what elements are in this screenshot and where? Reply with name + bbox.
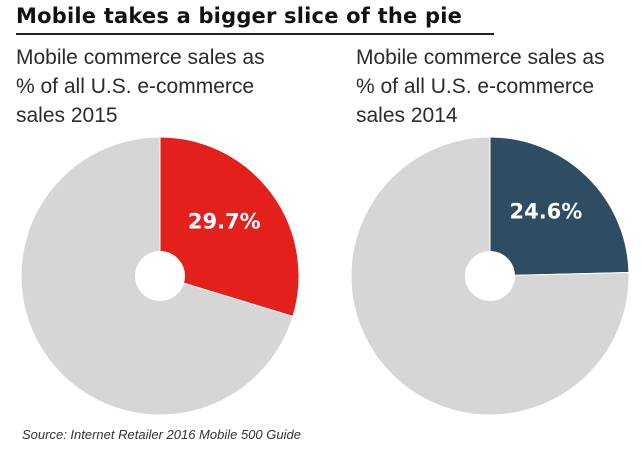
pie-slice-mobile	[489, 136, 630, 277]
pie-2015-subtitle: Mobile commerce sales as % of all U.S. e…	[16, 43, 316, 130]
pie-2014-subtitle: Mobile commerce sales as % of all U.S. e…	[356, 43, 643, 130]
subtitle-line: sales 2014	[356, 104, 458, 127]
subtitle-line: Mobile commerce sales as	[16, 46, 265, 69]
slice-value-label: 29.7%	[188, 209, 261, 233]
slice-value-label: 24.6%	[509, 200, 582, 224]
pie-2015: 29.7%	[20, 136, 300, 416]
pie-2014: 24.6%	[350, 136, 630, 416]
subtitle-line: % of all U.S. e-commerce	[16, 75, 255, 98]
subtitle-line: Mobile commerce sales as	[356, 46, 605, 69]
pie-slice-mobile	[159, 136, 300, 318]
source-note: Source: Internet Retailer 2016 Mobile 50…	[22, 427, 301, 442]
donut-hole	[135, 251, 185, 301]
subtitle-line: sales 2015	[16, 104, 118, 127]
pie-slice-other-e-commerce	[350, 136, 630, 416]
subtitle-line: % of all U.S. e-commerce	[356, 75, 595, 98]
title-underline	[16, 33, 494, 35]
donut-hole	[465, 251, 515, 301]
chart-title: Mobile takes a bigger slice of the pie	[16, 4, 463, 28]
